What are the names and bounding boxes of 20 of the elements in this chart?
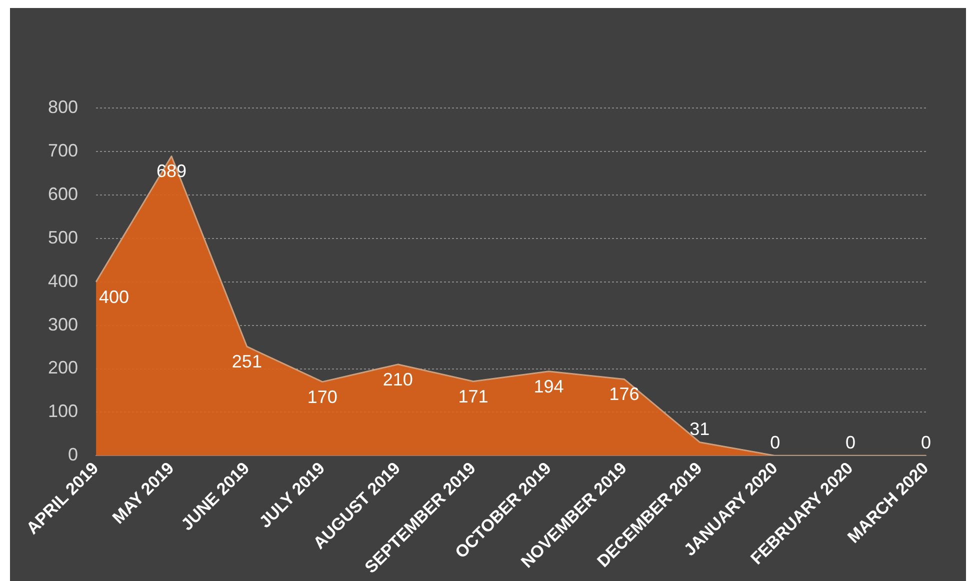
data-label: 0 <box>920 432 932 453</box>
data-label: 31 <box>690 419 710 440</box>
data-label: 0 <box>770 432 780 453</box>
y-tick-label: 400 <box>48 270 78 291</box>
data-label: 0 <box>846 432 856 453</box>
y-tick-label: 700 <box>48 140 78 160</box>
y-tick-label: 300 <box>48 314 78 334</box>
y-tick-label: 0 <box>68 444 78 465</box>
data-label: 171 <box>458 386 488 406</box>
data-label: 194 <box>534 376 564 396</box>
data-label: 210 <box>382 369 413 390</box>
y-tick-label: 800 <box>48 96 78 117</box>
y-tick-label: 500 <box>48 227 78 248</box>
data-label: 251 <box>232 352 262 372</box>
y-tick-label: 200 <box>48 358 78 378</box>
data-label: 400 <box>99 286 130 307</box>
data-label: 170 <box>307 386 338 407</box>
y-tick-label: 600 <box>48 184 78 204</box>
y-tick-label: 100 <box>48 401 78 422</box>
data-label: 176 <box>609 384 640 404</box>
